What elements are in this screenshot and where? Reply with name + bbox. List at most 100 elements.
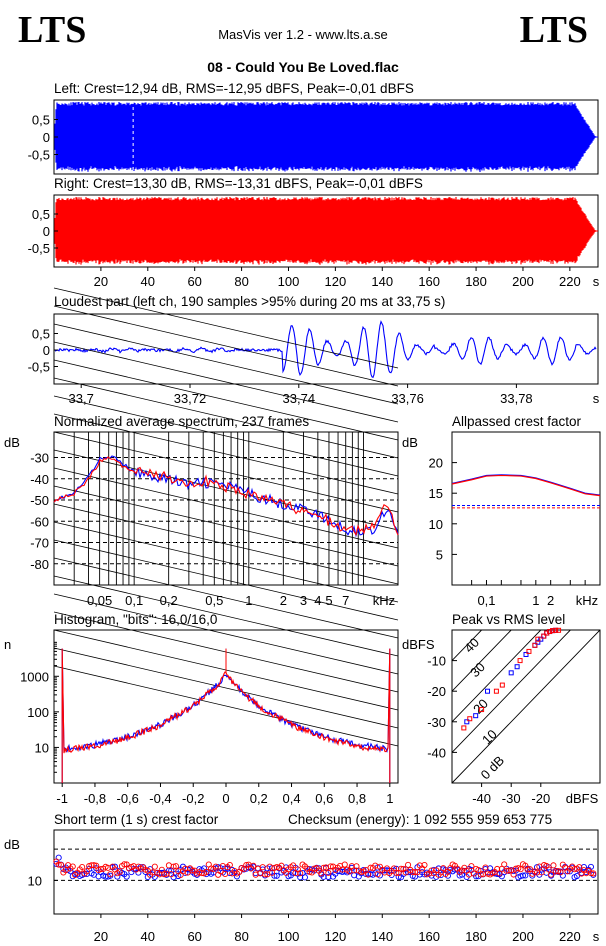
peak-vs-rms-point [473,713,479,719]
short-term-crest-point [107,872,114,879]
spectrum-xtick-label: 4 [314,593,321,608]
slope-line [53,503,399,585]
right-channel-title: Right: Crest=13,30 dB, RMS=-13,31 dBFS, … [54,176,423,191]
short-term-crest-point [480,871,487,878]
peak-vs-rms-point [541,633,547,639]
allpass-crest-xunit: kHz [576,593,598,608]
short-term-crest-point [83,868,90,875]
histogram-xtick-label: 0,2 [250,791,268,806]
allpass-crest-ytick-label: 20 [429,456,443,471]
histogram-chart: 1000 100 10 -1 -0,8 -0,6 -0,4 -0,2 0 0,2 0,4 0,6 0,8… [4,629,399,806]
slope-line [53,485,399,567]
short-term-crest-point [522,872,529,879]
crest-diagonal [451,629,601,784]
short-term-crest-xtick-label: 200 [512,929,534,944]
spectrum-ytick-label: -50 [30,493,49,508]
peak-vs-rms-frame [451,629,601,784]
loudest-part-xtick-label: 33,76 [391,391,424,406]
peak-vs-rms-point [535,639,541,645]
short-term-crest-point [383,865,391,872]
short-term-crest-point [318,870,325,877]
waveform-left-ytick-label: 0 [43,130,50,145]
slope-line [53,431,399,513]
allpass-crest-xtick-label: 1 [532,593,539,608]
peak-rms-title: Peak vs RMS level [452,612,566,627]
waveform-right-ytick-label: 0 [43,224,50,239]
spectrum-ytick-label: -70 [30,536,49,551]
peak-vs-rms-xtick-label: -30 [502,791,521,806]
waveform-right-xtick-label: 60 [187,274,201,289]
loudest-part-title: Loudest part (left ch, 190 samples >95% … [54,294,446,309]
short-term-crest-point [189,867,196,874]
short-term-crest-point [261,871,269,878]
short-term-crest-point [172,863,179,870]
peak-vs-rms-ylabel: dBFS [402,637,435,652]
waveform-right-xtick-label: 40 [141,274,155,289]
short-term-crest-xtick-label: 80 [234,929,248,944]
waveform-right-xtick-label: 120 [325,274,347,289]
allpass-crest-chart: 20 15 10 5 0,1 1 2 kHz dB [402,431,601,608]
short-term-crest-point [203,868,210,875]
slope-line [53,413,399,495]
short-term-crest-point [576,864,583,871]
short-term-crest-point [374,871,381,878]
spectrum-xunit: kHz [373,593,395,608]
right-logo: LTS [519,9,588,51]
short-term-crest-xtick-label: 100 [278,929,300,944]
short-term-crest-point [278,862,285,869]
peak-vs-rms-point [523,651,529,657]
short-term-crest-point [548,871,555,878]
slope-line [53,557,399,639]
waveform-right-xtick-label: 100 [278,274,300,289]
histogram-xtick-label: -0,6 [117,791,139,806]
slope-line [53,647,399,729]
short-term-crest-point [315,865,323,872]
peak-vs-rms-point [517,658,523,664]
short-term-crest-point [83,870,90,877]
short-term-crest-point [325,869,332,876]
short-term-crest-point [306,868,313,875]
short-term-crest-point [88,862,95,869]
peak-vs-rms-point [538,636,544,642]
waveform-right-xtick-label: 220 [559,274,581,289]
waveform-right-xtick-label: 80 [234,274,248,289]
short-term-crest-point [339,866,346,873]
short-term-crest-point [501,861,508,868]
peak-vs-rms-point [493,688,499,694]
slope-line [53,665,399,747]
short-term-crest-point [168,871,175,878]
short-term-crest-point [414,869,421,876]
peak-vs-rms-ytick-label: -30 [427,715,446,730]
spectrum-xtick-label: 1 [245,593,252,608]
crest-diagonal [451,629,482,661]
waveform-right-ytick-label: -0,5 [28,241,50,256]
file-name: 08 - Could You Be Loved.flac [207,59,399,75]
short-term-crest-point [524,866,531,873]
spectrum-xtick-label: 7 [342,593,349,608]
short-term-crest-xtick-label: 20 [94,929,108,944]
loudest-part-xtick-label: 33,7 [69,391,94,406]
spectrum-xtick-label: 0,1 [125,593,143,608]
short-term-crest-point [137,864,144,871]
short-term-crest-point [161,871,168,878]
short-term-crest-point [573,872,580,880]
waveform-right-xunit: s [593,274,600,289]
short-term-crest-point [580,863,587,871]
short-term-crest-point [468,863,475,870]
peak-vs-rms-diagonal-label: 10 [479,727,500,748]
short-term-crest-point [545,866,552,873]
crest-diagonal [451,629,512,692]
peak-vs-rms-point [526,648,532,654]
spectrum-ytick-label: -80 [30,557,49,572]
peak-vs-rms-point [514,664,520,670]
short-term-crest-point [409,869,416,876]
short-term-crest-point [259,864,266,871]
loudest-part-xtick-label: 33,72 [174,391,207,406]
short-term-crest-point [590,870,597,877]
histogram-xtick-label: -0,2 [182,791,204,806]
short-term-crest-ylabel: dB [4,837,20,852]
short-term-crest-point [362,866,369,874]
peak-vs-rms-point [553,627,559,633]
short-term-crest-point [116,869,123,876]
